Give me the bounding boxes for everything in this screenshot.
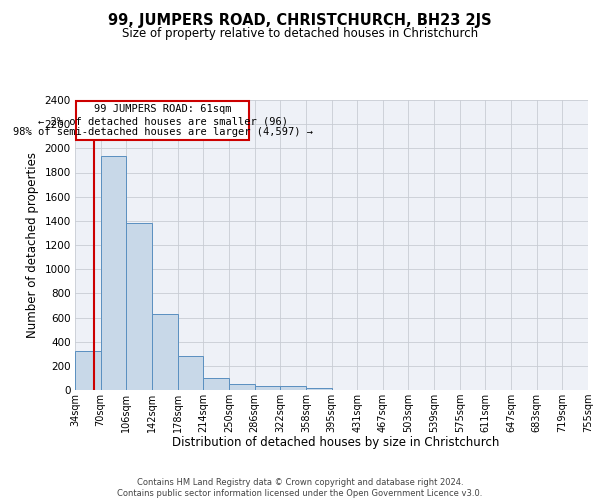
Bar xyxy=(127,223,152,390)
Text: 99, JUMPERS ROAD, CHRISTCHURCH, BH23 2JS: 99, JUMPERS ROAD, CHRISTCHURCH, BH23 2JS xyxy=(108,12,492,28)
Text: 98% of semi-detached houses are larger (4,597) →: 98% of semi-detached houses are larger (… xyxy=(13,127,313,137)
Y-axis label: Number of detached properties: Number of detached properties xyxy=(26,152,39,338)
Bar xyxy=(152,314,178,390)
Text: Size of property relative to detached houses in Christchurch: Size of property relative to detached ho… xyxy=(122,28,478,40)
Bar xyxy=(203,378,229,390)
Bar xyxy=(254,386,280,390)
Bar xyxy=(280,386,306,390)
Bar xyxy=(75,352,101,390)
Text: ← 2% of detached houses are smaller (96): ← 2% of detached houses are smaller (96) xyxy=(38,116,288,126)
Bar xyxy=(306,388,331,390)
Bar xyxy=(101,156,127,390)
Bar xyxy=(229,384,254,390)
Text: Contains HM Land Registry data © Crown copyright and database right 2024.
Contai: Contains HM Land Registry data © Crown c… xyxy=(118,478,482,498)
Text: Distribution of detached houses by size in Christchurch: Distribution of detached houses by size … xyxy=(172,436,500,449)
Bar xyxy=(178,356,203,390)
Text: 99 JUMPERS ROAD: 61sqm: 99 JUMPERS ROAD: 61sqm xyxy=(94,104,232,114)
FancyBboxPatch shape xyxy=(76,100,250,140)
